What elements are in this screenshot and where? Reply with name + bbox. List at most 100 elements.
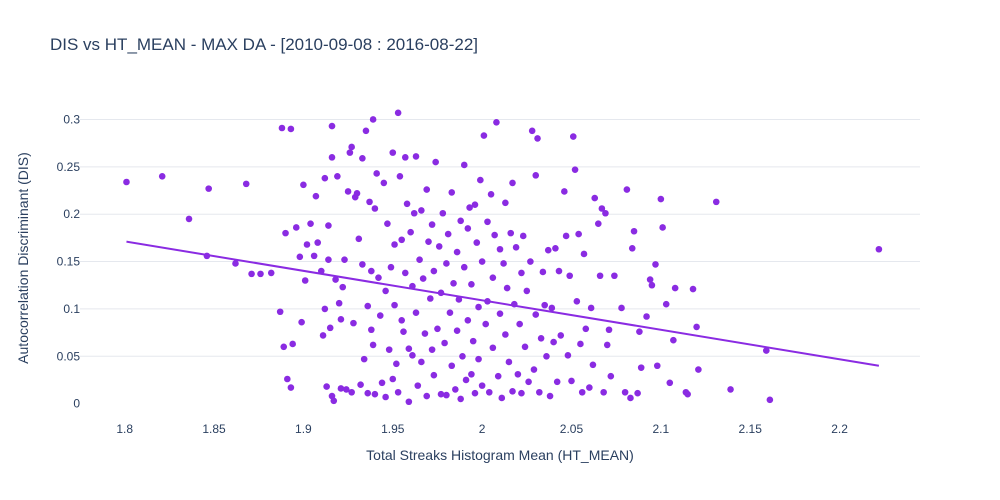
- data-point: [407, 228, 414, 236]
- data-point: [510, 300, 518, 308]
- data-point: [346, 149, 354, 156]
- data-point: [666, 379, 674, 387]
- data-point: [398, 316, 406, 324]
- data-point: [335, 299, 343, 307]
- data-point: [523, 287, 531, 295]
- data-point: [366, 198, 373, 206]
- data-point: [468, 370, 475, 378]
- data-point: [464, 225, 472, 232]
- data-point: [289, 340, 296, 348]
- data-point: [430, 267, 438, 275]
- data-point: [301, 277, 309, 284]
- data-point: [437, 390, 445, 398]
- data-point: [477, 176, 484, 184]
- data-point: [482, 320, 490, 328]
- y-tick-label: 0.15: [57, 255, 81, 269]
- data-point: [410, 209, 418, 217]
- data-point: [453, 248, 461, 256]
- data-point: [536, 388, 543, 396]
- data-point: [373, 170, 380, 177]
- data-point: [455, 296, 463, 303]
- data-point: [325, 256, 332, 263]
- data-point: [550, 338, 557, 346]
- data-point: [300, 181, 307, 189]
- data-point: [280, 343, 288, 351]
- data-point: [569, 133, 577, 140]
- data-point: [326, 324, 334, 332]
- data-point: [468, 280, 475, 288]
- data-point: [389, 375, 397, 383]
- data-point: [403, 200, 411, 208]
- data-point: [385, 346, 393, 353]
- data-point: [766, 396, 774, 404]
- data-point: [695, 366, 702, 373]
- data-point: [376, 312, 384, 319]
- y-axis-title: Autocorrelation Discriminant (DIS): [15, 152, 31, 364]
- data-point: [369, 116, 377, 123]
- data-point: [321, 305, 329, 313]
- data-point: [587, 304, 595, 312]
- data-point: [636, 328, 643, 335]
- data-point: [400, 328, 407, 335]
- data-point: [525, 378, 532, 386]
- data-point: [493, 119, 500, 126]
- data-point: [627, 394, 634, 402]
- x-tick-label: 2.15: [739, 422, 763, 436]
- data-point: [314, 239, 322, 246]
- data-point: [646, 276, 654, 283]
- data-point: [414, 382, 422, 389]
- data-point: [544, 246, 552, 254]
- data-point: [384, 220, 391, 227]
- data-point: [368, 267, 375, 275]
- data-point: [577, 340, 584, 348]
- trend-line: [126, 240, 880, 367]
- data-point: [657, 195, 665, 203]
- data-point: [446, 309, 454, 317]
- data-point: [448, 189, 456, 196]
- data-point: [423, 392, 431, 400]
- data-point: [405, 398, 413, 406]
- data-point: [553, 378, 561, 386]
- data-point: [317, 267, 325, 275]
- data-point: [762, 347, 770, 354]
- data-point: [471, 201, 479, 209]
- gridlines: [80, 118, 920, 357]
- data-point: [375, 274, 382, 281]
- data-point: [312, 192, 320, 200]
- data-point: [425, 238, 432, 245]
- data-point: [623, 186, 631, 193]
- data-point: [637, 364, 645, 371]
- data-point: [518, 389, 525, 397]
- data-point: [484, 298, 491, 305]
- data-point: [621, 388, 629, 396]
- data-point: [562, 232, 570, 240]
- data-point: [509, 388, 516, 395]
- data-point: [430, 371, 438, 379]
- data-point: [459, 352, 466, 360]
- y-tick-label: 0.05: [57, 349, 81, 363]
- data-point: [571, 166, 579, 173]
- data-point: [369, 341, 377, 349]
- data-point: [457, 217, 464, 225]
- data-point: [670, 336, 677, 344]
- data-point: [555, 267, 563, 275]
- data-point: [671, 284, 679, 292]
- y-tick-label: 0.25: [57, 160, 81, 174]
- data-point: [507, 229, 515, 237]
- data-point: [368, 326, 375, 334]
- data-point: [480, 132, 488, 139]
- chart-title: DIS vs HT_MEAN - MAX DA - [2010-09-08 : …: [50, 35, 478, 54]
- x-tick-label: 1.9: [295, 422, 312, 436]
- data-point: [205, 185, 212, 192]
- x-axis-title: Total Streaks Histogram Mean (HT_MEAN): [366, 447, 634, 463]
- data-point: [284, 375, 291, 383]
- data-point: [428, 221, 436, 228]
- data-point: [426, 295, 434, 302]
- data-point: [478, 382, 486, 389]
- data-point: [310, 252, 318, 260]
- data-point: [727, 386, 734, 393]
- data-point: [537, 334, 545, 342]
- data-points: [123, 109, 883, 406]
- data-point: [475, 355, 482, 363]
